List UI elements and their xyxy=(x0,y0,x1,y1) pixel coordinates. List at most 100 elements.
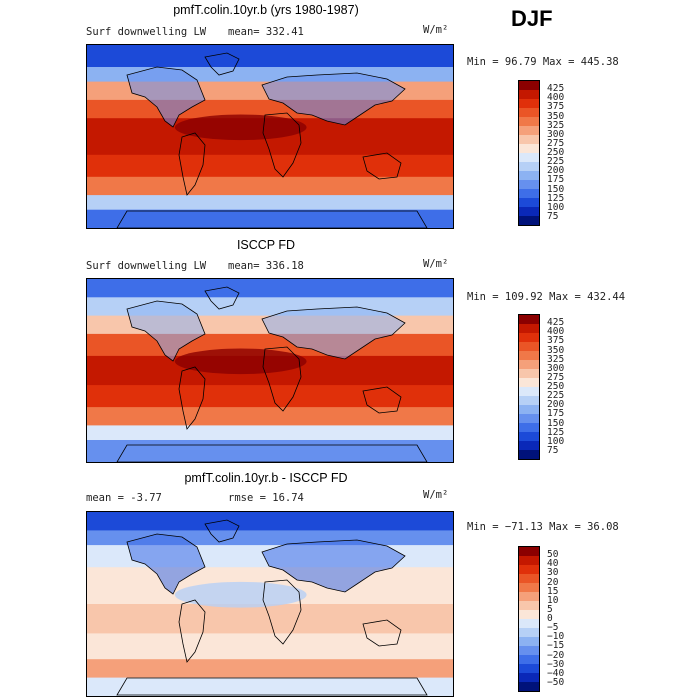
colorbar-tick-label: 200 xyxy=(547,399,565,411)
colorbar-tick-label: 400 xyxy=(547,92,565,104)
colorbar-swatch xyxy=(519,207,539,216)
coastline xyxy=(362,619,402,647)
colorbar-swatch xyxy=(519,108,539,117)
colorbar-tick-label: 275 xyxy=(547,371,565,383)
variable-label: Surf downwelling LW xyxy=(86,26,207,38)
colorbar-tick-label: 15 xyxy=(547,585,559,597)
colorbar-tick-label: 75 xyxy=(547,210,559,222)
units-label: W/m² xyxy=(423,24,449,36)
colorbar-tick-label: 100 xyxy=(547,435,565,447)
colorbar-tick-label: 0 xyxy=(547,613,553,624)
colorbar-swatch xyxy=(519,628,539,637)
map-field xyxy=(87,512,453,696)
colorbar-tick-label: −40 xyxy=(547,667,565,679)
colorbar-tick-label: 50 xyxy=(547,549,559,561)
colorbar-tick-label: 175 xyxy=(547,174,565,186)
colorbar-swatch xyxy=(519,405,539,414)
colorbar-tick-label: 225 xyxy=(547,156,565,168)
colorbar-tick-label: 250 xyxy=(547,381,565,392)
colorbar-swatch xyxy=(519,601,539,610)
colorbar-tick-label: −10 xyxy=(547,631,565,643)
colorbar-swatch xyxy=(519,315,539,324)
colorbar-swatch xyxy=(519,646,539,655)
rmse-value: rmse = 16.74 xyxy=(228,492,304,504)
coastline xyxy=(261,306,406,360)
panel-title: ISCCP FD xyxy=(236,238,296,252)
colorbar-swatch xyxy=(519,682,539,691)
colorbar-tick-label: 275 xyxy=(547,137,565,149)
panel-title: pmfT.colin.10yr.b (yrs 1980-1987) xyxy=(173,3,359,17)
colorbar-swatch xyxy=(519,90,539,99)
colorbar-tick-label: −50 xyxy=(547,676,565,688)
colorbar-swatch xyxy=(519,450,539,459)
colorbar-swatch xyxy=(519,547,539,556)
map-plot xyxy=(86,44,454,229)
colorbar-swatch xyxy=(519,117,539,126)
map-field xyxy=(87,45,453,228)
colorbar xyxy=(518,546,540,692)
colorbar-tick-label: −20 xyxy=(547,649,565,661)
colorbar-swatch xyxy=(519,171,539,180)
colorbar-tick-label: 200 xyxy=(547,165,565,177)
colorbar-swatch xyxy=(519,162,539,171)
coastline xyxy=(116,210,428,228)
mean-value: mean= 336.18 xyxy=(228,260,304,272)
colorbar-tick-label: 150 xyxy=(547,183,565,195)
coastline xyxy=(261,539,406,593)
colorbar-swatch xyxy=(519,144,539,153)
colorbar-tick-label: 425 xyxy=(547,317,565,329)
colorbar-tick-label: 325 xyxy=(547,119,565,131)
coastline xyxy=(204,286,240,310)
colorbar-tick-label: 20 xyxy=(547,576,559,588)
colorbar-tick-label: 175 xyxy=(547,408,565,420)
colorbar-swatch xyxy=(519,180,539,189)
colorbar-tick-label: 150 xyxy=(547,417,565,429)
colorbar-tick-label: 10 xyxy=(547,594,559,606)
colorbar-swatch xyxy=(519,126,539,135)
colorbar-swatch xyxy=(519,387,539,396)
colorbar-swatch xyxy=(519,423,539,432)
colorbar-swatch xyxy=(519,324,539,333)
colorbar xyxy=(518,314,540,460)
colorbar-tick-label: 375 xyxy=(547,335,565,347)
colorbar-swatch xyxy=(519,664,539,673)
colorbar-tick-label: 300 xyxy=(547,362,565,374)
colorbar-swatch xyxy=(519,414,539,423)
variable-label: Surf downwelling LW xyxy=(86,260,207,272)
colorbar-swatch xyxy=(519,610,539,619)
season-label: DJF xyxy=(511,6,553,31)
colorbar-swatch xyxy=(519,673,539,682)
units-label: W/m² xyxy=(423,258,449,270)
colorbar-swatch xyxy=(519,619,539,628)
coastline xyxy=(126,300,206,362)
colorbar-tick-label: 30 xyxy=(547,567,559,579)
coastline xyxy=(261,72,406,126)
colorbar-swatch xyxy=(519,153,539,162)
colorbar-tick-label: 350 xyxy=(547,110,565,122)
colorbar-tick-label: 125 xyxy=(547,192,565,204)
coastline xyxy=(204,52,240,76)
coastline xyxy=(116,677,428,696)
colorbar-swatch xyxy=(519,441,539,450)
coastline xyxy=(262,112,302,178)
colorbar-swatch xyxy=(519,574,539,583)
colorbar-swatch xyxy=(519,378,539,387)
min-max-label: Min = −71.13 Max = 36.08 xyxy=(467,521,619,533)
map-plot xyxy=(86,511,454,697)
colorbar-swatch xyxy=(519,369,539,378)
colorbar-swatch xyxy=(519,396,539,405)
colorbar-swatch xyxy=(519,189,539,198)
coastline xyxy=(362,386,402,414)
coastline xyxy=(262,579,302,645)
colorbar-tick-label: −5 xyxy=(547,622,559,634)
colorbar-tick-label: 325 xyxy=(547,353,565,365)
colorbar-tick-label: 75 xyxy=(547,444,559,456)
colorbar-swatch xyxy=(519,342,539,351)
coastline xyxy=(262,346,302,412)
colorbar-swatch xyxy=(519,198,539,207)
mean-value: mean = -3.77 xyxy=(86,492,162,504)
coastline xyxy=(178,132,206,196)
colorbar-swatch xyxy=(519,592,539,601)
colorbar-swatch xyxy=(519,135,539,144)
colorbar xyxy=(518,80,540,226)
